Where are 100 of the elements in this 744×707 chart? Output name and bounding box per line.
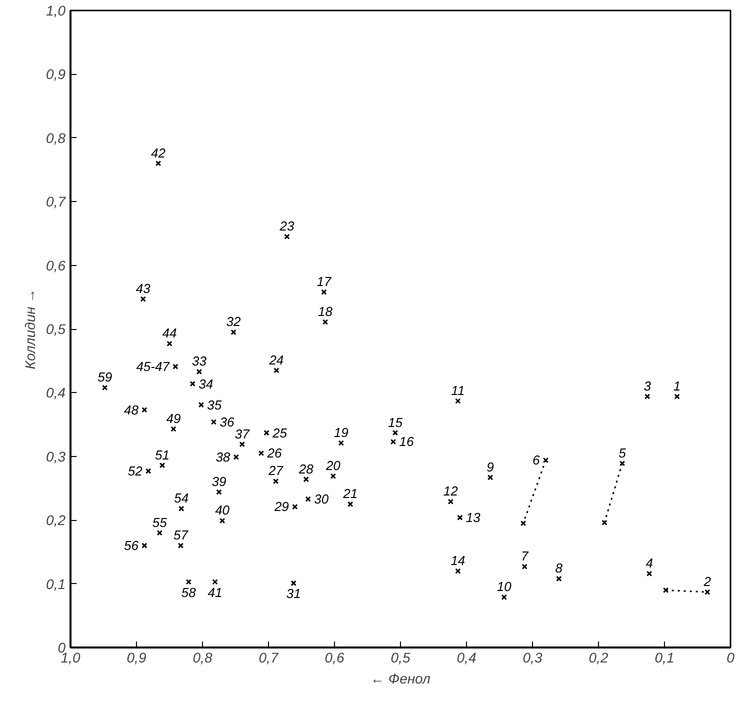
point xyxy=(556,576,562,582)
annotation: 33 xyxy=(192,354,208,369)
point xyxy=(172,364,178,370)
y-tick-label: 0,2 xyxy=(46,512,66,528)
annotation: 38 xyxy=(216,450,231,465)
point xyxy=(272,478,279,484)
annotation: 19 xyxy=(334,425,348,440)
point xyxy=(662,587,669,594)
annotation: 44 xyxy=(162,326,177,341)
x-tick-label: 0 xyxy=(726,650,735,666)
point xyxy=(142,542,148,548)
annotation: 9 xyxy=(486,459,494,474)
y-tick-label: 0,9 xyxy=(46,66,66,82)
point xyxy=(274,368,280,374)
point xyxy=(704,589,710,595)
x-tick-label: 0,5 xyxy=(390,650,410,666)
point xyxy=(520,520,526,526)
point xyxy=(210,419,217,425)
annotation: 16 xyxy=(399,434,414,450)
annotation: 11 xyxy=(451,382,465,398)
point xyxy=(178,506,184,512)
x-tick-label: 0,7 xyxy=(258,650,280,666)
annotation: 56 xyxy=(124,538,140,554)
point xyxy=(602,520,608,526)
point xyxy=(170,426,176,432)
annotation: 36 xyxy=(220,414,235,430)
annotation: 52 xyxy=(128,464,144,479)
annotation: 42 xyxy=(151,145,166,160)
y-tick-label: 0,5 xyxy=(46,321,66,337)
point xyxy=(322,319,328,325)
point xyxy=(390,438,396,445)
x-tick-label: 0,1 xyxy=(654,650,674,666)
point xyxy=(392,430,398,436)
point xyxy=(264,430,270,436)
annotation: 7 xyxy=(520,548,529,564)
annotation: 24 xyxy=(268,352,284,368)
annotation: 37 xyxy=(234,426,250,442)
point xyxy=(284,234,290,240)
annotation: 31 xyxy=(286,586,301,602)
point xyxy=(347,501,354,508)
y-axis-title: Коллидин → xyxy=(22,288,38,370)
annotation: 57 xyxy=(173,528,189,543)
point xyxy=(330,473,336,480)
point xyxy=(455,398,461,404)
point xyxy=(457,514,463,520)
point xyxy=(619,460,626,466)
point xyxy=(644,394,650,400)
annotation: 34 xyxy=(198,376,214,392)
annotation: 8 xyxy=(555,560,564,576)
annotation: 20 xyxy=(324,458,342,474)
y-tick-label: 0,6 xyxy=(46,257,66,274)
point xyxy=(212,579,218,585)
x-tick-label: 0,8 xyxy=(192,650,212,666)
point xyxy=(292,504,298,510)
point xyxy=(230,329,236,336)
point xyxy=(455,568,461,574)
x-tick-label: 0,6 xyxy=(324,650,344,666)
annotation: 13 xyxy=(466,510,482,526)
point xyxy=(142,407,148,413)
point xyxy=(159,462,166,468)
point xyxy=(166,340,172,347)
annotation: 23 xyxy=(278,218,295,234)
annotation: 29 xyxy=(273,499,289,514)
annotation: 21 xyxy=(342,486,358,502)
point xyxy=(233,454,240,460)
x-tick-label: 0,9 xyxy=(126,650,146,666)
annotation: 15 xyxy=(388,414,404,430)
point xyxy=(198,402,204,408)
point xyxy=(448,498,454,504)
annotation: 30 xyxy=(314,492,330,507)
y-tick-label: 0,1 xyxy=(46,576,66,592)
point xyxy=(522,564,528,570)
point xyxy=(102,384,108,390)
point xyxy=(501,594,507,600)
annotation: 12 xyxy=(443,484,459,499)
annotation: 43 xyxy=(136,281,152,296)
x-tick-label: 0,4 xyxy=(456,650,476,666)
point xyxy=(321,289,327,295)
point xyxy=(186,579,192,585)
annotation: 25 xyxy=(272,425,288,440)
annotation: 48 xyxy=(124,402,140,418)
y-tick-label: 0,3 xyxy=(46,448,66,464)
point xyxy=(155,160,162,166)
annotation: 41 xyxy=(208,584,222,600)
point xyxy=(338,440,344,446)
point xyxy=(542,457,549,464)
y-tick-label: 0,4 xyxy=(46,384,66,401)
annotation: 49 xyxy=(166,411,181,426)
annotation: 6 xyxy=(532,452,540,468)
annotation: 17 xyxy=(316,274,332,290)
point xyxy=(146,468,152,474)
point xyxy=(646,570,652,576)
x-axis-title: ← Фенол xyxy=(370,670,431,686)
point xyxy=(258,450,264,456)
annotation: 59 xyxy=(98,370,112,385)
annotation: 1 xyxy=(673,378,681,394)
point xyxy=(196,368,202,375)
annotation: 55 xyxy=(152,514,168,530)
annotation: 27 xyxy=(268,463,284,478)
annotation: 26 xyxy=(266,446,282,461)
